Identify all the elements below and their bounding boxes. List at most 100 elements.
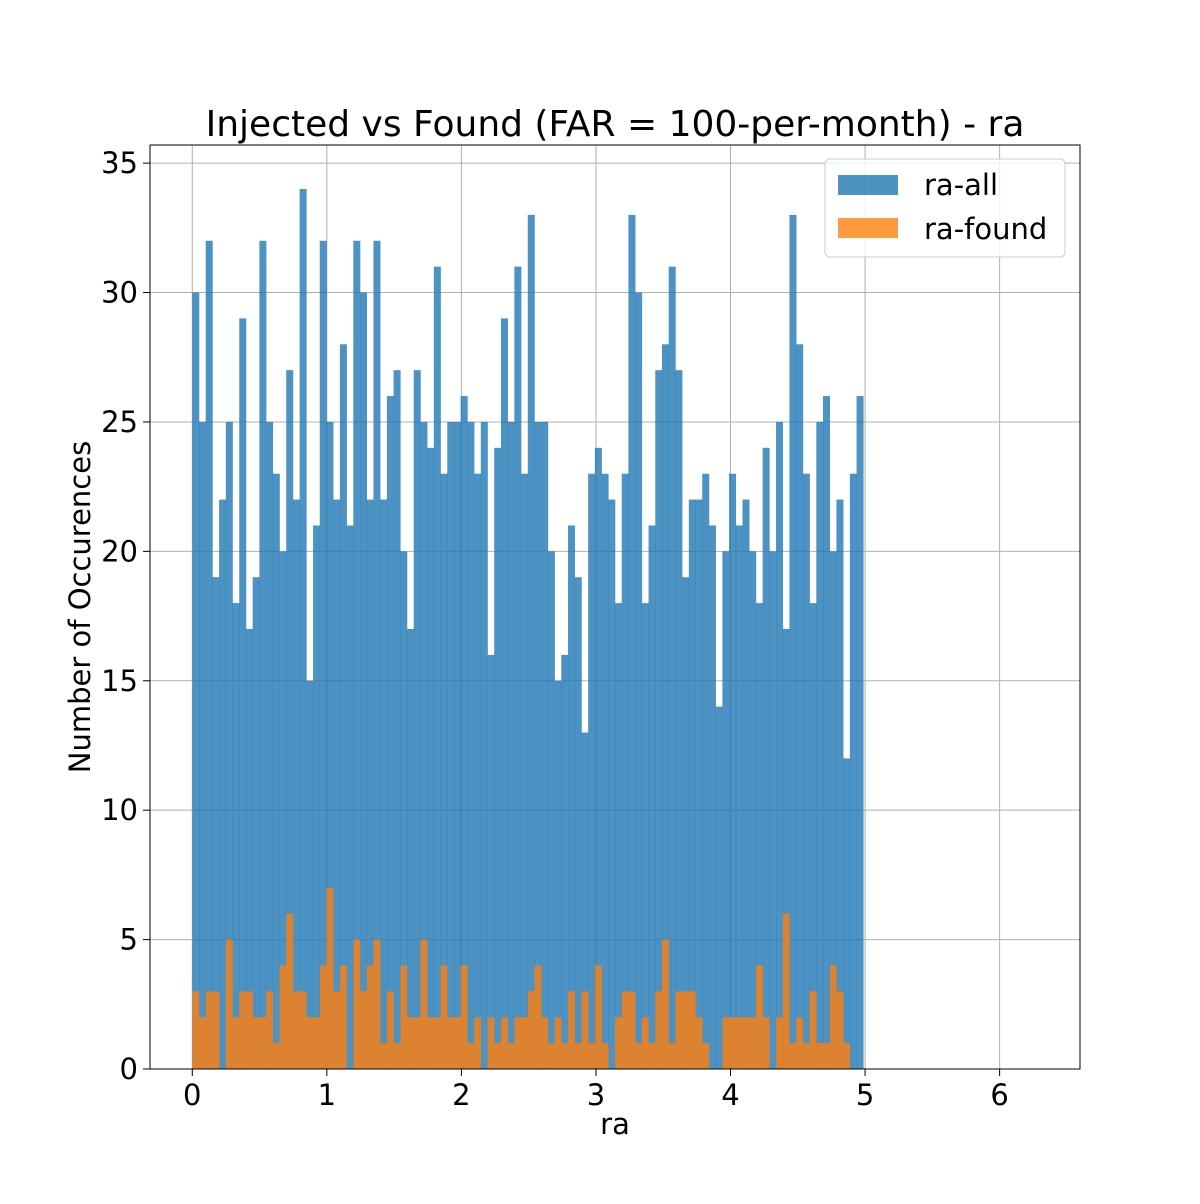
ticks: 0 1 2 3 4 5 6 0 5 10 15 20 25 30 35 <box>101 146 1009 1112</box>
bar-ra-all <box>648 525 656 1069</box>
bar-ra-all <box>836 499 844 1069</box>
bar-ra-found <box>641 1017 649 1069</box>
bar-ra-found <box>467 1043 475 1069</box>
bar-ra-all <box>782 629 790 1069</box>
bar-ra-found <box>843 1043 851 1069</box>
y-tick-label: 15 <box>101 664 138 698</box>
bar-ra-all <box>708 525 716 1069</box>
bar-ra-found <box>292 991 300 1069</box>
chart-title: Injected vs Found (FAR = 100-per-month) … <box>206 104 1025 145</box>
bar-ra-all <box>856 396 864 1069</box>
bar-ra-all <box>675 370 683 1069</box>
bar-ra-all <box>849 473 857 1069</box>
bar-ra-all <box>742 499 750 1069</box>
bar-ra-all <box>232 603 240 1069</box>
bar-ra-all <box>272 473 280 1069</box>
bar-ra-found <box>809 991 817 1069</box>
bar-ra-found <box>735 1017 743 1069</box>
bar-ra-all <box>615 603 623 1069</box>
bar-ra-all <box>360 292 368 1069</box>
bar-ra-found <box>500 1017 508 1069</box>
y-tick-label: 30 <box>101 276 138 310</box>
bar-ra-all <box>789 214 797 1070</box>
bar-ra-found <box>695 1017 703 1069</box>
bar-ra-all <box>494 447 502 1070</box>
legend-label-ra-found: ra-found <box>924 212 1047 246</box>
bar-ra-found <box>232 1017 240 1069</box>
bar-ra-all <box>400 551 408 1069</box>
bar-ra-found <box>326 887 334 1069</box>
y-tick-label: 25 <box>101 405 138 439</box>
bar-ra-found <box>487 1017 495 1069</box>
bar-ra-found <box>453 1017 461 1069</box>
bar-ra-all <box>581 732 589 1069</box>
bar-ra-found <box>588 1043 596 1069</box>
legend-swatch-ra-found <box>838 218 898 238</box>
bar-ra-found <box>621 991 629 1069</box>
bar-ra-found <box>568 991 576 1069</box>
bar-ra-all <box>682 577 690 1069</box>
bar-ra-found <box>400 965 408 1069</box>
bar-ra-found <box>393 1043 401 1069</box>
bar-ra-found <box>212 991 220 1069</box>
bar-ra-all <box>796 344 804 1069</box>
bar-ra-found <box>796 1017 804 1069</box>
x-tick-label: 2 <box>452 1078 470 1112</box>
legend-label-ra-all: ra-all <box>924 168 998 202</box>
bar-ra-all <box>688 499 696 1069</box>
bar-ra-all <box>286 370 294 1069</box>
bar-ra-all <box>474 473 482 1069</box>
bar-ra-found <box>816 1043 824 1069</box>
bar-ra-all <box>319 240 327 1069</box>
bar-ra-found <box>427 1017 435 1069</box>
bar-ra-all <box>541 421 549 1069</box>
bar-ra-found <box>521 1017 529 1069</box>
bar-ra-all <box>655 370 663 1069</box>
bar-ra-found <box>380 1043 388 1069</box>
bar-ra-found <box>574 1043 582 1069</box>
y-tick-label: 10 <box>101 793 138 827</box>
bar-ra-all <box>554 680 562 1069</box>
bar-ra-found <box>782 913 790 1069</box>
bar-ra-found <box>594 965 602 1069</box>
bar-ra-found <box>755 965 763 1069</box>
bar-ra-found <box>628 991 636 1069</box>
bar-ra-found <box>225 939 233 1069</box>
bar-ra-found <box>802 1043 810 1069</box>
bar-ra-all <box>695 499 703 1069</box>
bar-ra-found <box>259 1017 267 1069</box>
bar-ra-all <box>507 421 515 1069</box>
bar-ra-all <box>608 499 616 1069</box>
bar-ra-all <box>722 551 730 1069</box>
bar-ra-found <box>494 1043 502 1069</box>
bar-ra-found <box>601 1043 609 1069</box>
bar-ra-found <box>507 1043 515 1069</box>
x-tick-label: 0 <box>183 1078 201 1112</box>
bar-ra-all <box>406 629 415 1069</box>
bar-ra-found <box>413 1017 421 1069</box>
bar-ra-all <box>668 266 676 1069</box>
bar-ra-found <box>460 965 468 1069</box>
bar-ra-found <box>239 991 247 1069</box>
x-tick-label: 5 <box>856 1078 874 1112</box>
bar-ra-all <box>628 214 636 1070</box>
bar-ra-found <box>688 991 696 1069</box>
bar-ra-found <box>192 991 200 1069</box>
bar-ra-all <box>755 603 763 1069</box>
bar-ra-found <box>420 939 428 1069</box>
bar-ra-all <box>769 551 777 1069</box>
bar-ra-found <box>682 991 690 1069</box>
bar-ra-found <box>836 991 844 1069</box>
bar-ra-all <box>467 421 475 1069</box>
bar-ra-all <box>353 240 361 1069</box>
bar-ra-all <box>259 240 267 1069</box>
x-tick-label: 3 <box>587 1078 605 1112</box>
bar-ra-all <box>453 421 461 1069</box>
bar-ra-found <box>313 1017 321 1069</box>
bar-ra-found <box>823 1043 831 1069</box>
bar-ra-all <box>333 499 341 1069</box>
bar-ra-all <box>527 214 535 1070</box>
bar-ra-found <box>675 991 683 1069</box>
bar-ra-all <box>702 473 710 1069</box>
